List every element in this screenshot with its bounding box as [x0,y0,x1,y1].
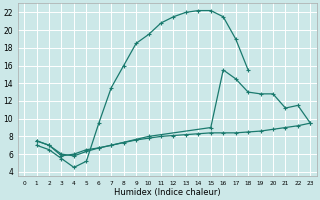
X-axis label: Humidex (Indice chaleur): Humidex (Indice chaleur) [114,188,220,197]
